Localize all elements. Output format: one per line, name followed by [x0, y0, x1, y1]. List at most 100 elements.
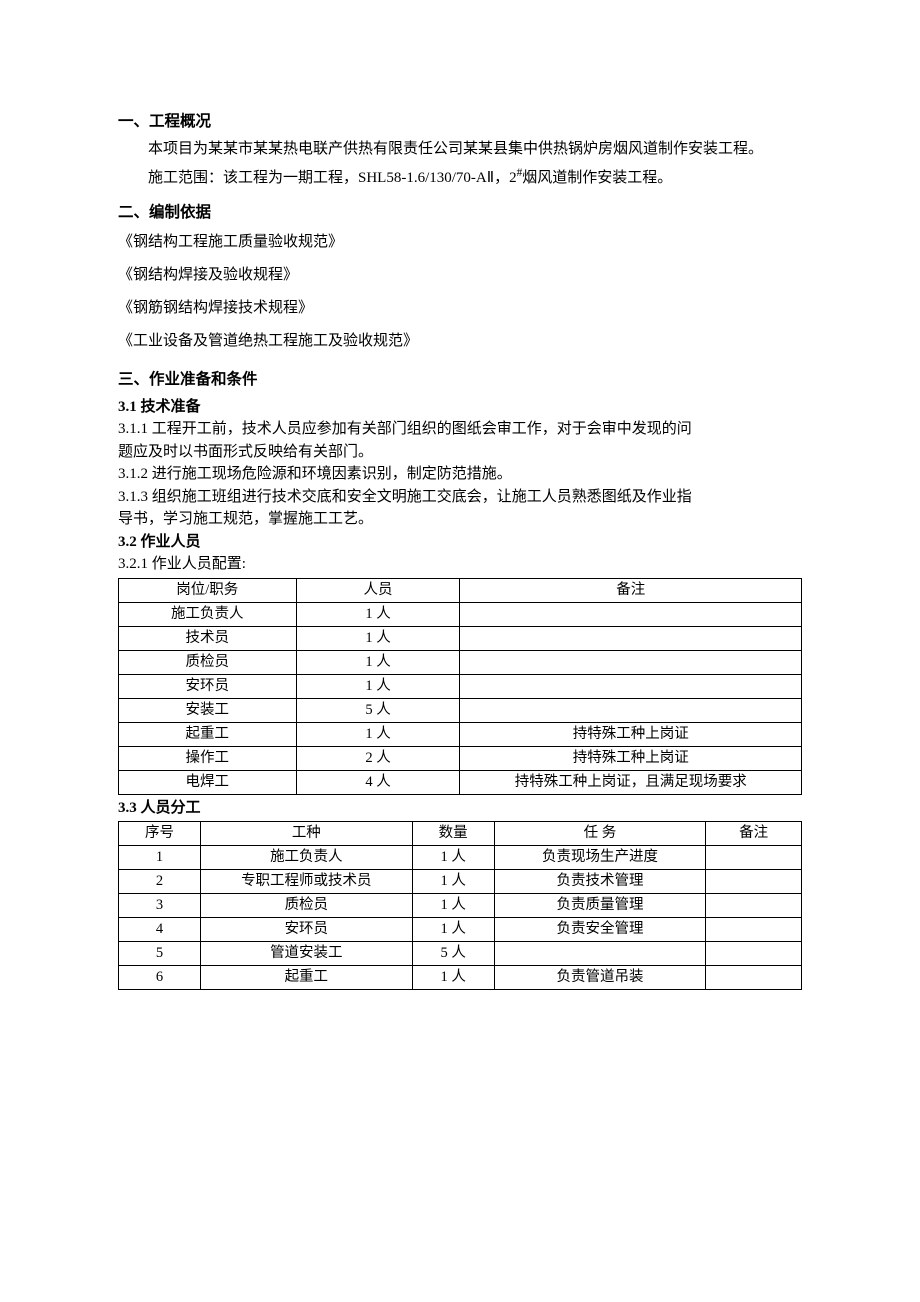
table-row: 起重工 1 人 持特殊工种上岗证: [119, 722, 802, 746]
table-cell: 安环员: [200, 918, 412, 942]
table-row: 6 起重工 1 人 负责管道吊装: [119, 966, 802, 990]
table-cell: [706, 870, 802, 894]
table-cell: 质检员: [200, 894, 412, 918]
table-row: 岗位/职务 人员 备注: [119, 578, 802, 602]
table-row: 3 质检员 1 人 负责质量管理: [119, 894, 802, 918]
table-cell: [460, 602, 802, 626]
table-row: 电焊工 4 人 持特殊工种上岗证，且满足现场要求: [119, 770, 802, 794]
table-cell: 1 人: [412, 918, 494, 942]
table-cell: 1 人: [412, 966, 494, 990]
table-cell: 起重工: [119, 722, 297, 746]
table-cell: 安装工: [119, 698, 297, 722]
table-cell: [460, 626, 802, 650]
section-3-2-1-label: 3.2.1 作业人员配置:: [118, 553, 802, 576]
table-row: 施工负责人 1 人: [119, 602, 802, 626]
ref-item-0: 《钢结构工程施工质量验收规范》: [118, 231, 802, 254]
section-1-p1: 本项目为某某市某某热电联产供热有限责任公司某某县集中供热锅炉房烟风道制作安装工程…: [118, 138, 802, 161]
table-row: 序号 工种 数量 任 务 备注: [119, 822, 802, 846]
table-cell: [706, 966, 802, 990]
section-3-3-heading: 3.3 人员分工: [118, 797, 802, 820]
table-cell: 1 人: [296, 650, 460, 674]
table-cell: [460, 674, 802, 698]
table-cell: 1 人: [296, 674, 460, 698]
table-cell: 安环员: [119, 674, 297, 698]
table-cell: [706, 918, 802, 942]
table-cell: 持特殊工种上岗证，且满足现场要求: [460, 770, 802, 794]
table-cell: 4: [119, 918, 201, 942]
section-3-1-1-a: 3.1.1 工程开工前，技术人员应参加有关部门组织的图纸会审工作，对于会审中发现…: [118, 418, 802, 441]
table-cell: 1 人: [296, 722, 460, 746]
table-header-cell: 岗位/职务: [119, 578, 297, 602]
table-row: 2 专职工程师或技术员 1 人 负责技术管理: [119, 870, 802, 894]
table-cell: 技术员: [119, 626, 297, 650]
table-header-cell: 备注: [460, 578, 802, 602]
table-cell: 质检员: [119, 650, 297, 674]
table-cell: [494, 942, 706, 966]
table-cell: 持特殊工种上岗证: [460, 722, 802, 746]
table-row: 安环员 1 人: [119, 674, 802, 698]
table-cell: 3: [119, 894, 201, 918]
section-2-heading: 二、编制依据: [118, 201, 802, 225]
table-cell: 管道安装工: [200, 942, 412, 966]
table-cell: [706, 942, 802, 966]
table-row: 4 安环员 1 人 负责安全管理: [119, 918, 802, 942]
table-cell: 5: [119, 942, 201, 966]
table-cell: 1: [119, 846, 201, 870]
table-cell: 负责技术管理: [494, 870, 706, 894]
table-cell: 电焊工: [119, 770, 297, 794]
table-header-cell: 工种: [200, 822, 412, 846]
table-cell: 操作工: [119, 746, 297, 770]
table-header-cell: 人员: [296, 578, 460, 602]
table-header-cell: 序号: [119, 822, 201, 846]
ref-item-2: 《钢筋钢结构焊接技术规程》: [118, 297, 802, 320]
table-cell: 负责现场生产进度: [494, 846, 706, 870]
table-cell: 1 人: [412, 846, 494, 870]
table-header-cell: 数量: [412, 822, 494, 846]
table-cell: 负责质量管理: [494, 894, 706, 918]
table-row: 5 管道安装工 5 人: [119, 942, 802, 966]
table-cell: [460, 698, 802, 722]
section-1-p2: 施工范围：该工程为一期工程，SHL58-1.6/130/70-AⅡ，2#烟风道制…: [118, 165, 802, 190]
table-cell: [706, 894, 802, 918]
table-cell: 专职工程师或技术员: [200, 870, 412, 894]
table-cell: 1 人: [412, 870, 494, 894]
table-cell: 1 人: [412, 894, 494, 918]
section-3-heading: 三、作业准备和条件: [118, 368, 802, 392]
table-cell: 5 人: [412, 942, 494, 966]
section-3-1-3-a: 3.1.3 组织施工班组进行技术交底和安全文明施工交底会，让施工人员熟悉图纸及作…: [118, 486, 802, 509]
table-cell: 施工负责人: [200, 846, 412, 870]
table-cell: 1 人: [296, 602, 460, 626]
section-3-2-heading: 3.2 作业人员: [118, 531, 802, 554]
p2-text-a: 施工范围：该工程为一期工程，SHL58-1.6/130/70-AⅡ，2: [148, 170, 517, 186]
personnel-allocation-table: 岗位/职务 人员 备注 施工负责人 1 人 技术员 1 人 质检员 1 人 安环…: [118, 578, 802, 795]
section-1-heading: 一、工程概况: [118, 110, 802, 134]
table-row: 安装工 5 人: [119, 698, 802, 722]
table-cell: 6: [119, 966, 201, 990]
table-row: 质检员 1 人: [119, 650, 802, 674]
table-cell: 负责安全管理: [494, 918, 706, 942]
table-cell: 1 人: [296, 626, 460, 650]
ref-item-3: 《工业设备及管道绝热工程施工及验收规范》: [118, 330, 802, 353]
table-cell: [706, 846, 802, 870]
p2-text-b: 烟风道制作安装工程。: [522, 170, 672, 186]
table-cell: 4 人: [296, 770, 460, 794]
table-cell: 2: [119, 870, 201, 894]
table-header-cell: 备注: [706, 822, 802, 846]
table-cell: 持特殊工种上岗证: [460, 746, 802, 770]
table-row: 操作工 2 人 持特殊工种上岗证: [119, 746, 802, 770]
table-header-cell: 任 务: [494, 822, 706, 846]
ref-item-1: 《钢结构焊接及验收规程》: [118, 264, 802, 287]
section-3-1-1-b: 题应及时以书面形式反映给有关部门。: [118, 441, 802, 464]
table-cell: 施工负责人: [119, 602, 297, 626]
table-cell: 负责管道吊装: [494, 966, 706, 990]
table-cell: 起重工: [200, 966, 412, 990]
section-3-1-3-b: 导书，学习施工规范，掌握施工工艺。: [118, 508, 802, 531]
table-cell: 5 人: [296, 698, 460, 722]
section-3-1-heading: 3.1 技术准备: [118, 396, 802, 419]
section-3-1-2: 3.1.2 进行施工现场危险源和环境因素识别，制定防范措施。: [118, 463, 802, 486]
table-row: 技术员 1 人: [119, 626, 802, 650]
personnel-division-table: 序号 工种 数量 任 务 备注 1 施工负责人 1 人 负责现场生产进度 2 专…: [118, 821, 802, 990]
table-row: 1 施工负责人 1 人 负责现场生产进度: [119, 846, 802, 870]
table-cell: 2 人: [296, 746, 460, 770]
table-cell: [460, 650, 802, 674]
